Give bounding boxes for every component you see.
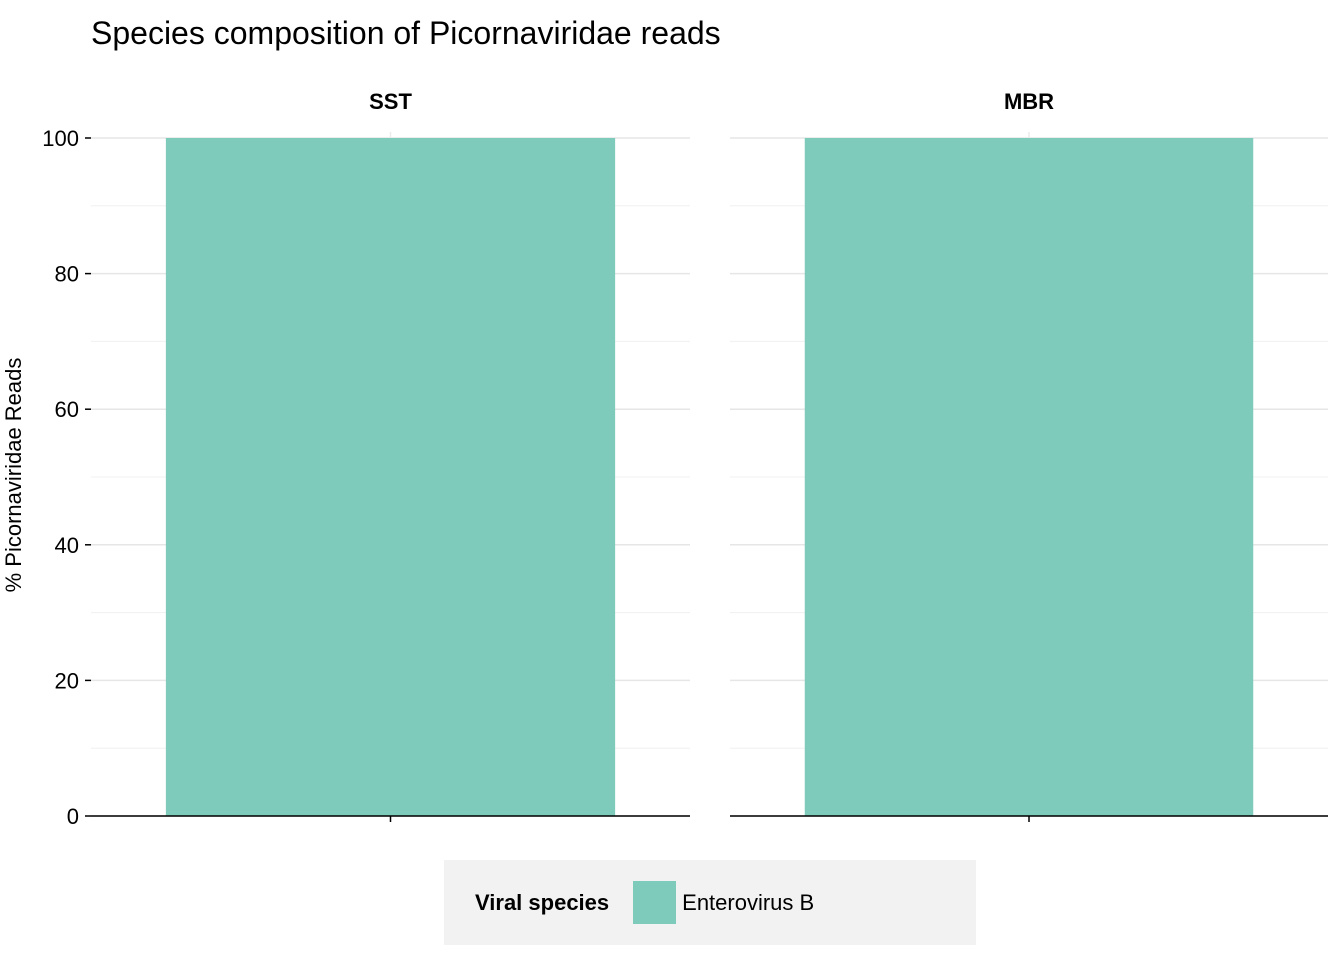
facet-panels: SST MBR <box>91 89 1328 822</box>
y-axis-label: % Picornaviridae Reads <box>1 358 26 593</box>
facet-label-sst: SST <box>369 89 412 114</box>
chart-title: Species composition of Picornaviridae re… <box>91 15 721 51</box>
y-tick-label: 40 <box>55 533 79 558</box>
bar-sst-enterovirus-b <box>165 138 616 816</box>
y-tick-label: 100 <box>42 126 79 151</box>
y-tick-label: 80 <box>55 262 79 287</box>
y-tick-label: 60 <box>55 397 79 422</box>
bar-mbr-enterovirus-b <box>804 138 1254 816</box>
y-tick-label: 0 <box>67 804 79 829</box>
y-tick-label: 20 <box>55 668 79 693</box>
facet-label-mbr: MBR <box>1004 89 1054 114</box>
y-axis: 0 20 40 60 80 100 <box>42 126 91 829</box>
legend-label-enterovirus-b: Enterovirus B <box>682 889 815 915</box>
facet-mbr: MBR <box>730 89 1328 822</box>
legend-title: Viral species <box>475 889 610 915</box>
legend-swatch-enterovirus-b <box>633 881 677 924</box>
facet-sst: SST <box>91 89 690 822</box>
legend: Viral species Enterovirus B <box>444 860 976 945</box>
